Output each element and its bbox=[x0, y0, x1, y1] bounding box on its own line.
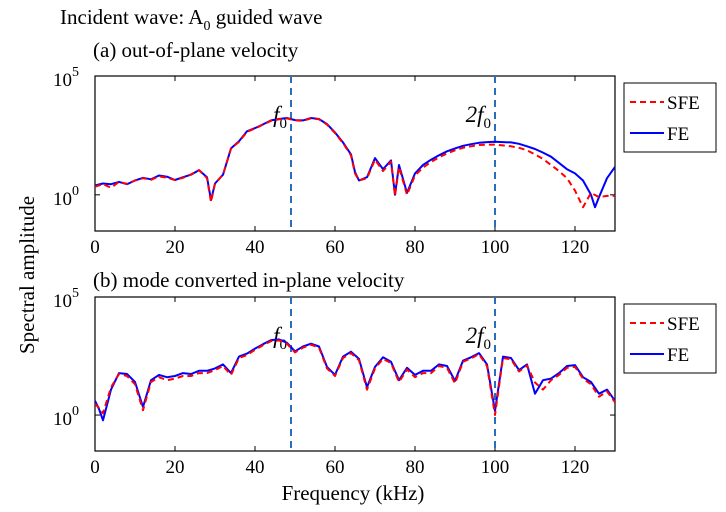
panel-b-y-tick-label: 105 bbox=[53, 286, 79, 312]
panel-a-x-tick-label: 20 bbox=[166, 237, 185, 258]
panel-a-legend-box bbox=[623, 82, 717, 153]
y-axis-label: Spectral amplitude bbox=[15, 196, 39, 354]
panel-b-plot-area bbox=[94, 296, 616, 452]
title-subscript: 0 bbox=[203, 19, 210, 34]
figure-title: Incident wave: A0 guided wave bbox=[60, 5, 322, 34]
panel-a-x-tick-label: 80 bbox=[406, 237, 425, 258]
panel-b-legend-label-fe: FE bbox=[667, 345, 689, 366]
panel-a-marker-label: f0 bbox=[273, 102, 287, 132]
panel-a-x-tick-label: 40 bbox=[246, 237, 265, 258]
panel-a-legend-label-fe: FE bbox=[667, 124, 689, 145]
panel-a-y-tick-label: 105 bbox=[53, 65, 79, 91]
panel-a-marker-label: 2f0 bbox=[466, 102, 491, 132]
panel-b-series-fe-line bbox=[95, 338, 615, 422]
title-prefix: Incident wave: A bbox=[60, 5, 204, 29]
panel-b-legend-label-sfe: SFE bbox=[667, 314, 700, 335]
title-suffix: guided wave bbox=[210, 5, 322, 29]
panel-b-x-tick-label: 80 bbox=[406, 457, 425, 478]
x-axis-label: Frequency (kHz) bbox=[282, 481, 425, 505]
panel-a-x-tick-label: 100 bbox=[481, 237, 510, 258]
panel-a-title: (a) out-of-plane velocity bbox=[93, 38, 299, 62]
panel-a-x-tick-label: 60 bbox=[326, 237, 345, 258]
panel-a-y-tick-label: 100 bbox=[53, 184, 79, 210]
panel-a-series-sfe-line bbox=[95, 117, 615, 209]
panel-a-plot-area bbox=[94, 75, 616, 232]
panel-a-x-tick-label: 120 bbox=[561, 237, 590, 258]
panel-b-x-tick-label: 60 bbox=[326, 457, 345, 478]
panel-b-marker-label: f0 bbox=[273, 323, 287, 353]
panel-a-x-tick-label: 0 bbox=[90, 237, 100, 258]
panel-a: 0 20 40 60 80 100 120 100 105 f0 2f0 SFE FE bbox=[53, 65, 717, 258]
panel-b-series-sfe-line bbox=[95, 339, 615, 416]
panel-b-x-tick-label: 100 bbox=[481, 457, 510, 478]
panel-b-x-tick-label: 20 bbox=[166, 457, 185, 478]
panel-b-x-tick-label: 0 bbox=[90, 457, 100, 478]
panel-b-x-tick-label: 120 bbox=[561, 457, 590, 478]
panel-b-x-tick-label: 40 bbox=[246, 457, 265, 478]
panel-b-y-tick-label: 100 bbox=[53, 404, 79, 430]
panel-b-legend-box bbox=[623, 303, 717, 374]
panel-b-marker-label: 2f0 bbox=[466, 323, 491, 353]
panel-b-title: (b) mode converted in-plane velocity bbox=[93, 268, 405, 292]
panel-b: 0 20 40 60 80 100 120 100 105 f0 2f0 SFE FE bbox=[53, 286, 717, 478]
panel-a-legend-label-sfe: SFE bbox=[667, 93, 700, 114]
